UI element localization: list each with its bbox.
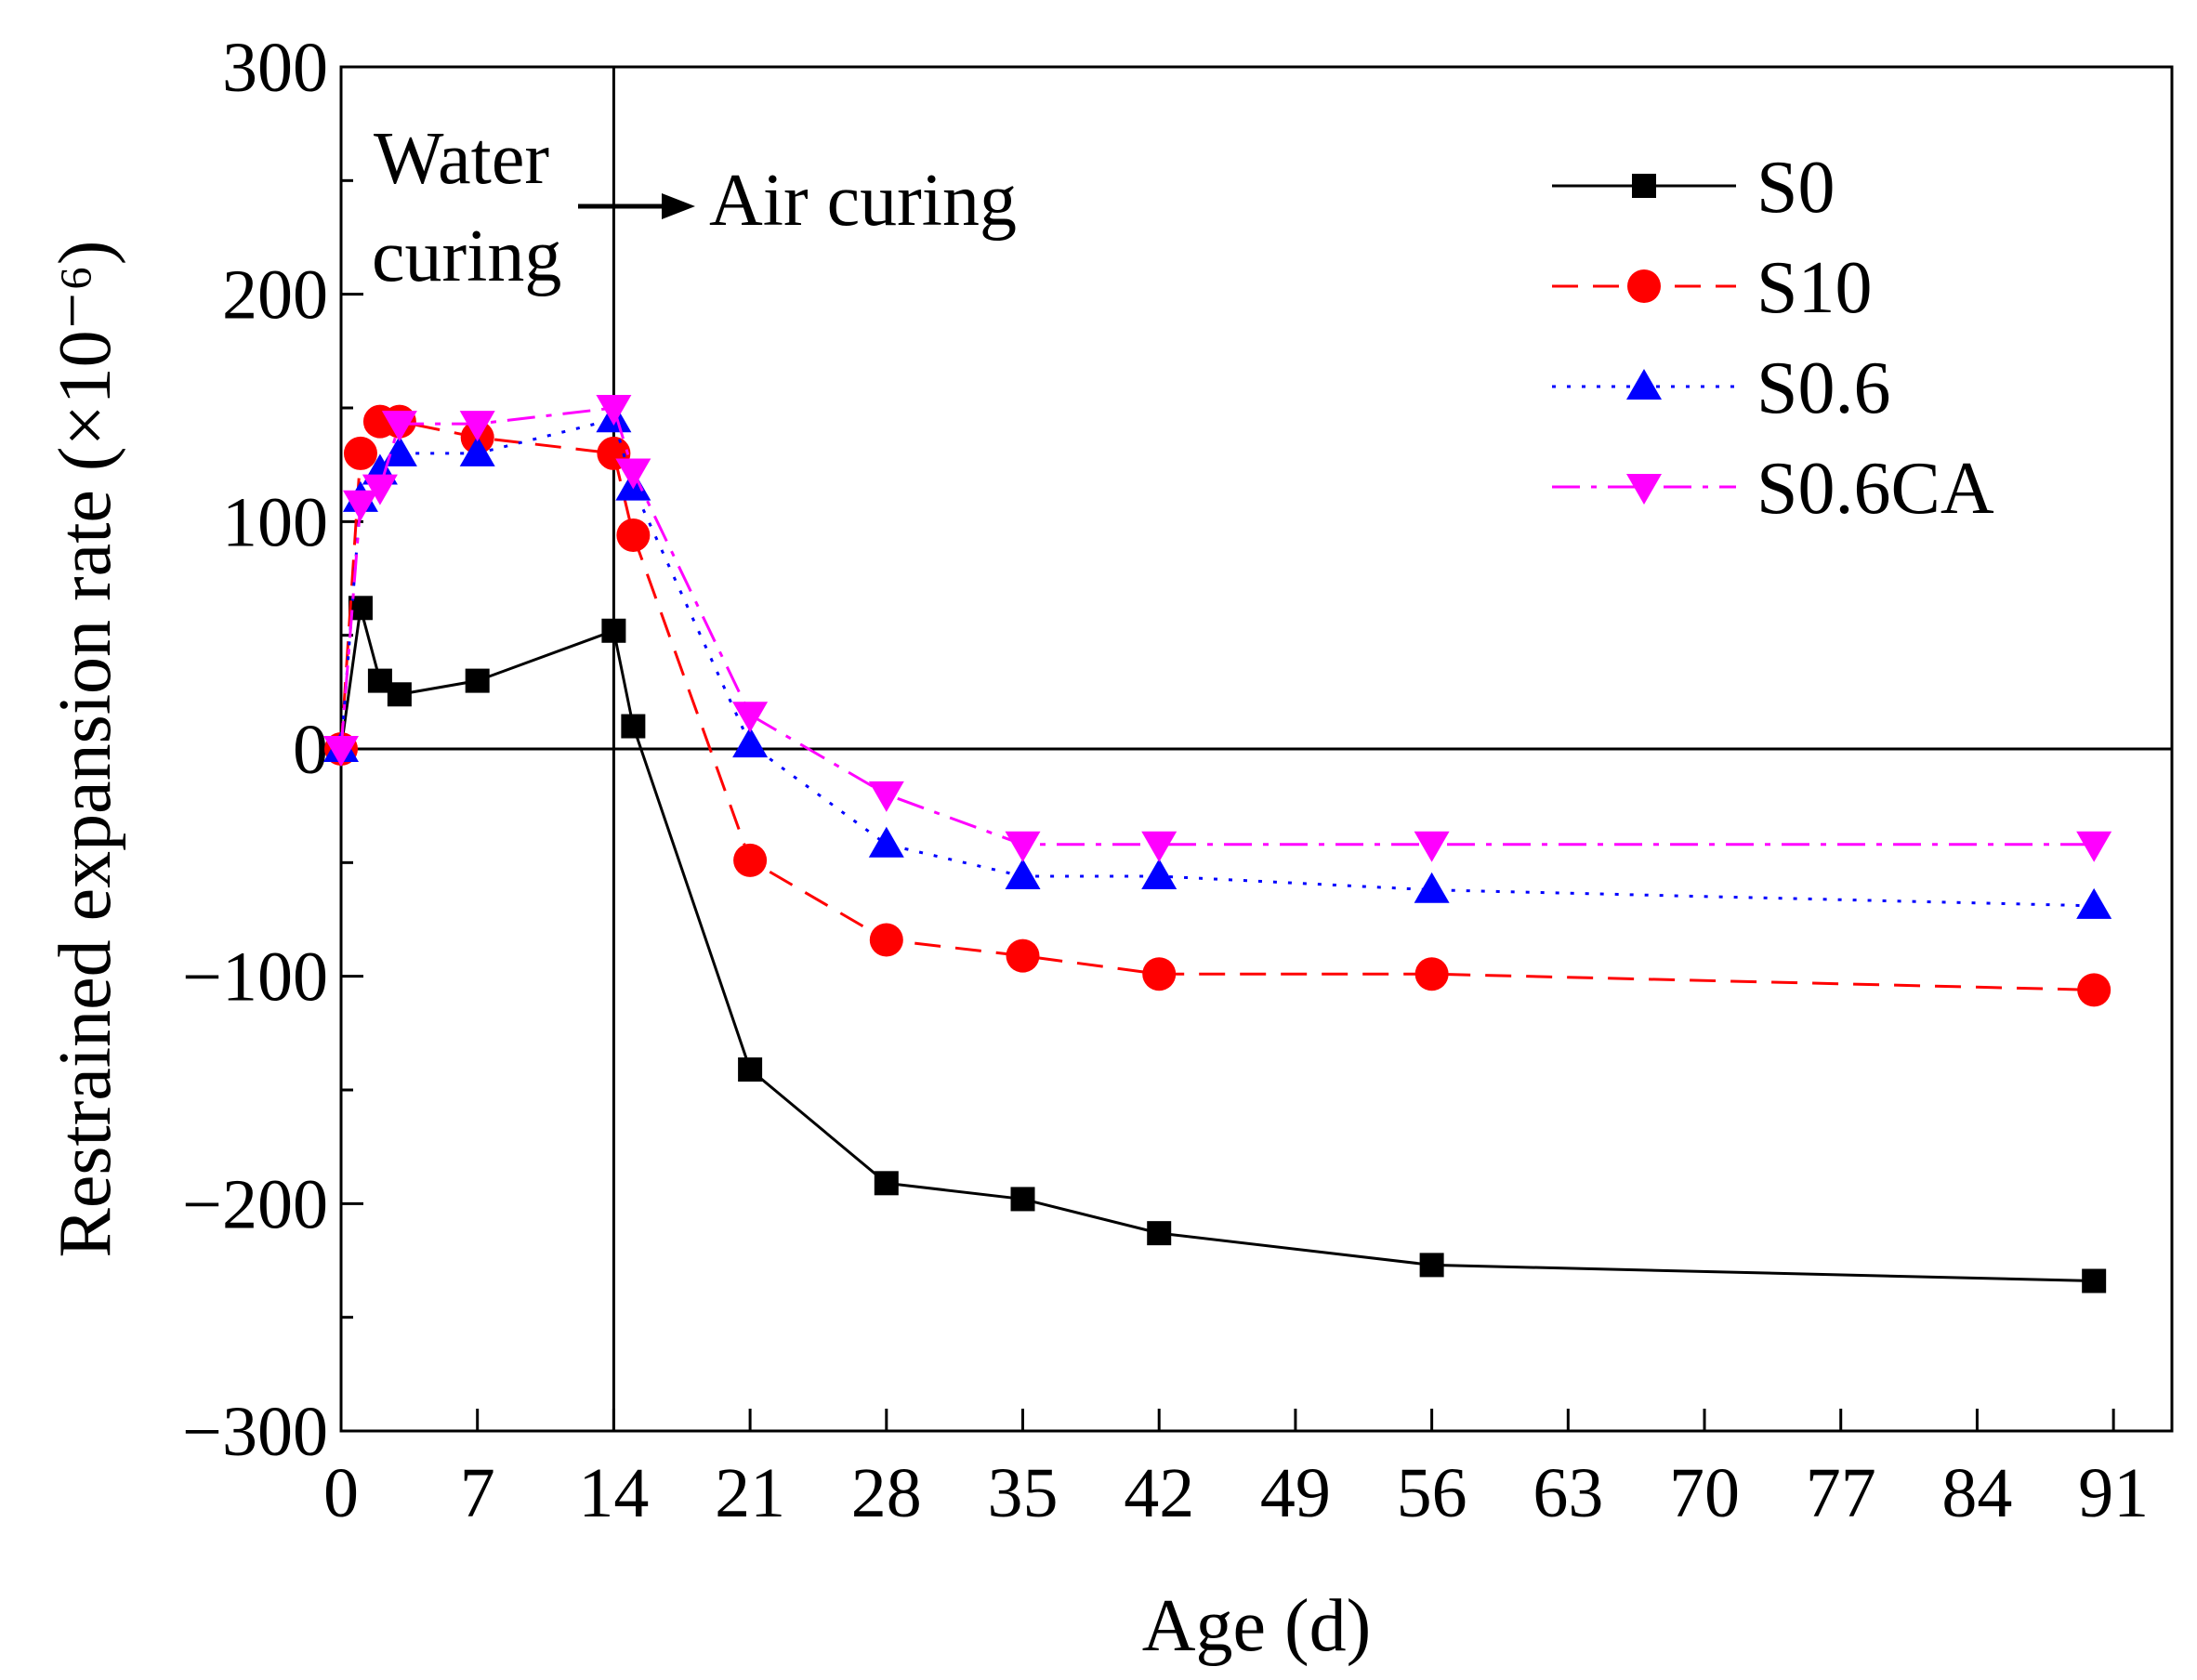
data-point bbox=[342, 490, 378, 521]
series-line-s0 bbox=[339, 607, 2095, 1283]
annotation-water-curing-line2: curing bbox=[372, 216, 561, 297]
y-axis-title: Restrained expansion rate (×10⁻⁶) bbox=[45, 241, 126, 1258]
data-point bbox=[615, 458, 651, 490]
x-tick-label: 56 bbox=[1397, 1454, 1467, 1532]
legend-item-s0-6: S0.6 bbox=[1552, 348, 1891, 429]
y-tick-label: 100 bbox=[222, 483, 328, 561]
y-tick-label: 300 bbox=[222, 29, 328, 107]
x-tick-label: 14 bbox=[578, 1454, 649, 1532]
data-point bbox=[616, 518, 651, 553]
legend-label: S0.6 bbox=[1756, 348, 1891, 429]
x-tick-label: 63 bbox=[1533, 1454, 1603, 1532]
legend-marker bbox=[1626, 474, 1662, 505]
data-point bbox=[732, 702, 769, 733]
legend-label: S0 bbox=[1756, 147, 1835, 229]
x-tick-label: 7 bbox=[460, 1454, 495, 1532]
x-tick-label: 28 bbox=[851, 1454, 922, 1532]
data-point bbox=[465, 668, 490, 693]
data-point bbox=[1414, 957, 1449, 991]
data-point bbox=[1141, 859, 1177, 890]
data-point bbox=[387, 682, 412, 707]
y-tick-label: 200 bbox=[222, 256, 328, 335]
data-point bbox=[1010, 1187, 1035, 1212]
data-point bbox=[621, 714, 646, 739]
data-point bbox=[869, 923, 903, 957]
x-tick-label: 49 bbox=[1260, 1454, 1331, 1532]
legend-label: S0.6CA bbox=[1756, 448, 1994, 530]
x-axis-title: Age (d) bbox=[1142, 1585, 1372, 1667]
data-point bbox=[2082, 1268, 2107, 1293]
data-point bbox=[733, 843, 768, 877]
x-tick-label: 84 bbox=[1941, 1454, 2012, 1532]
y-tick-label: −200 bbox=[182, 1165, 328, 1243]
x-tick-label: 70 bbox=[1669, 1454, 1740, 1532]
data-point bbox=[874, 1171, 899, 1196]
x-tick-label: 35 bbox=[988, 1454, 1059, 1532]
data-point bbox=[1414, 872, 1450, 903]
data-point bbox=[381, 435, 417, 466]
legend-item-s0: S0 bbox=[1552, 147, 1835, 229]
data-point bbox=[381, 411, 417, 442]
data-point bbox=[596, 395, 632, 426]
annotation-air-curing: Air curing bbox=[709, 160, 1017, 242]
data-point bbox=[362, 474, 398, 505]
annotation-water-curing-line1: Water bbox=[374, 118, 549, 200]
legend: S0 S10 S0.6 S0.6CA bbox=[1552, 147, 1994, 530]
data-point bbox=[1005, 831, 1041, 862]
legend-label: S10 bbox=[1756, 247, 1873, 329]
x-tick-label: 21 bbox=[715, 1454, 785, 1532]
data-point bbox=[323, 736, 359, 767]
legend-marker bbox=[1632, 174, 1656, 198]
data-point bbox=[2076, 887, 2112, 919]
y-tick-label: −100 bbox=[182, 938, 328, 1017]
series-s0-6ca bbox=[323, 395, 2112, 862]
series-s0 bbox=[329, 596, 2107, 1293]
data-point bbox=[1142, 957, 1177, 991]
axis-ticks: 0 7 14 21 28 35 42 49 56 63 70 77 84 91 −300 −200 −100 0 1… bbox=[182, 29, 2149, 1532]
data-point bbox=[1147, 1221, 1172, 1246]
x-tick-label: 77 bbox=[1806, 1454, 1876, 1532]
legend-item-s10: S10 bbox=[1552, 247, 1873, 329]
x-tick-label: 0 bbox=[323, 1454, 359, 1532]
y-tick-label: 0 bbox=[293, 711, 328, 789]
series-layer bbox=[323, 395, 2112, 1293]
legend-item-s0-6ca: S0.6CA bbox=[1552, 448, 1994, 530]
x-tick-label: 91 bbox=[2078, 1454, 2149, 1532]
data-point bbox=[1005, 859, 1041, 890]
data-point bbox=[738, 1057, 763, 1082]
legend-marker bbox=[1626, 369, 1662, 400]
data-point bbox=[459, 411, 495, 442]
arrow-icon bbox=[578, 193, 695, 219]
legend-marker bbox=[1627, 269, 1661, 303]
data-point bbox=[1414, 831, 1450, 862]
data-point bbox=[1006, 938, 1040, 973]
data-point bbox=[732, 727, 769, 758]
data-point bbox=[1419, 1253, 1444, 1278]
data-point bbox=[868, 826, 904, 858]
data-point bbox=[868, 781, 904, 812]
data-point bbox=[601, 618, 626, 643]
data-point bbox=[2076, 831, 2112, 862]
x-tick-label: 42 bbox=[1124, 1454, 1194, 1532]
data-point bbox=[459, 435, 495, 466]
data-point bbox=[343, 436, 377, 470]
y-tick-label: −300 bbox=[182, 1393, 328, 1471]
data-point bbox=[2077, 973, 2111, 1007]
data-point bbox=[1141, 831, 1177, 862]
